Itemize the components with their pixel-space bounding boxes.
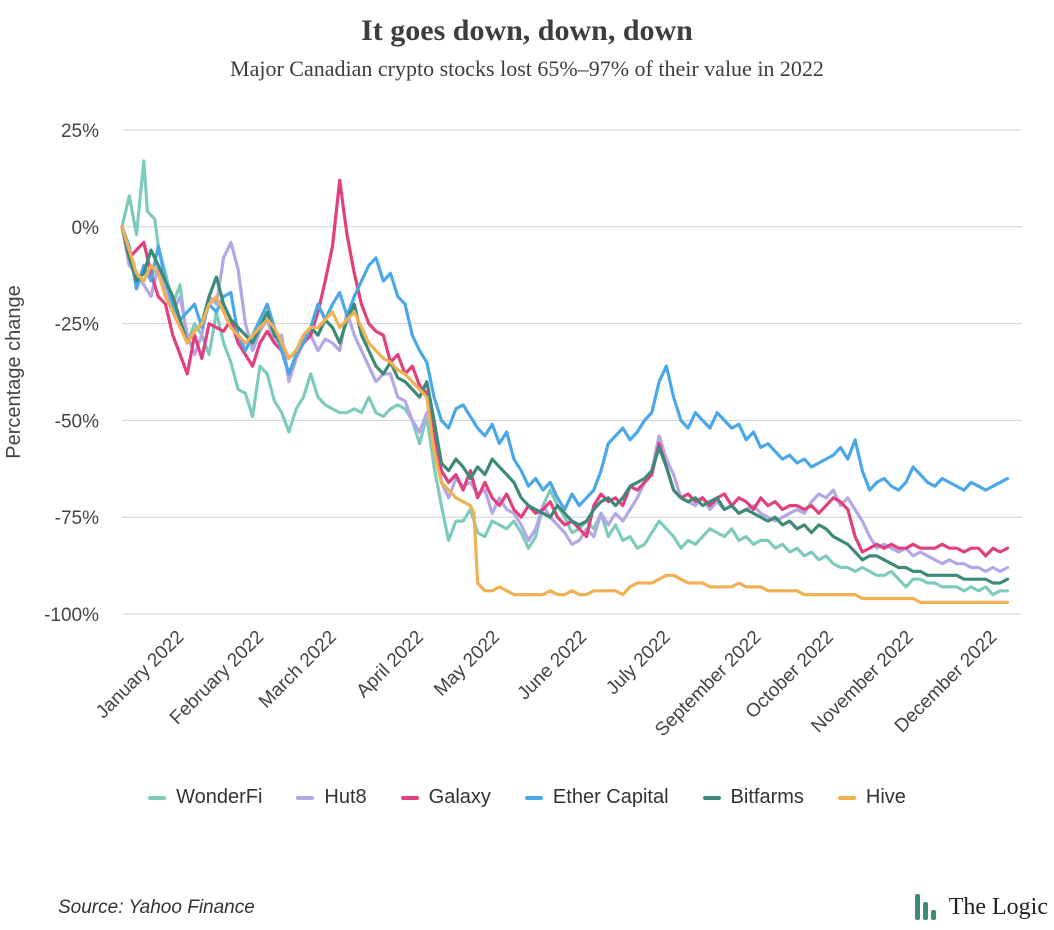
y-tick-label: -25%: [55, 315, 99, 336]
series-line-hive: [120, 225, 1010, 604]
series-line-bitfarms: [120, 225, 1010, 585]
legend-label: Hive: [865, 786, 906, 808]
y-tick-label: -100%: [44, 605, 99, 626]
brand-logo: The Logic: [914, 892, 1048, 922]
chart-legend: WonderFi Hut8 Galaxy Ether Capital Bitfarms H…: [0, 786, 1054, 809]
series-line-wonderfi: [120, 159, 1010, 597]
legend-label: WonderFi: [176, 786, 263, 808]
legend-swatch: [296, 795, 315, 800]
y-tick-label: -75%: [55, 508, 99, 529]
series-line-hut8: [120, 225, 1010, 573]
y-tick-label: 0%: [72, 218, 100, 239]
legend-label: Bitfarms: [730, 786, 804, 808]
legend-item: Hive: [837, 786, 906, 809]
y-tick-label: -50%: [55, 411, 99, 432]
legend-item: Ether Capital: [524, 786, 669, 809]
legend-item: Galaxy: [400, 786, 491, 809]
legend-swatch: [702, 795, 721, 800]
legend-item: Bitfarms: [702, 786, 804, 809]
source-note: Source: Yahoo Finance: [58, 897, 255, 918]
y-axis-label: Percentage change: [3, 285, 25, 458]
chart-title: It goes down, down, down: [361, 14, 693, 47]
legend-label: Ether Capital: [552, 786, 669, 808]
series-line-galaxy: [120, 178, 1010, 558]
x-tick-label: July 2022: [602, 627, 674, 699]
legend-swatch: [148, 795, 167, 800]
y-axis: 25% 0% -25% -50% -75% -100%: [44, 121, 99, 626]
chart-gridlines: [122, 129, 1022, 615]
legend-swatch: [400, 795, 419, 800]
logo-bars-icon: [914, 894, 936, 920]
legend-label: Hut8: [324, 786, 367, 808]
series-line-ether-capital: [120, 225, 1010, 512]
legend-item: Hut8: [296, 786, 367, 809]
chart-subtitle: Major Canadian crypto stocks lost 65%–97…: [230, 56, 824, 81]
x-tick-label: June 2022: [514, 627, 592, 705]
legend-item: WonderFi: [148, 786, 262, 809]
brand-name: The Logic: [948, 893, 1048, 920]
y-tick-label: 25%: [61, 121, 99, 142]
chart-series: [120, 159, 1010, 604]
legend-label: Galaxy: [428, 786, 491, 808]
x-tick-label: May 2022: [430, 627, 504, 701]
line-chart: 25% 0% -25% -50% -75% -100% January 2022Febru…: [3, 121, 1022, 741]
x-tick-label: April 2022: [353, 627, 428, 702]
legend-swatch: [837, 795, 856, 800]
x-tick-label: March 2022: [255, 627, 341, 713]
legend-swatch: [524, 795, 543, 800]
